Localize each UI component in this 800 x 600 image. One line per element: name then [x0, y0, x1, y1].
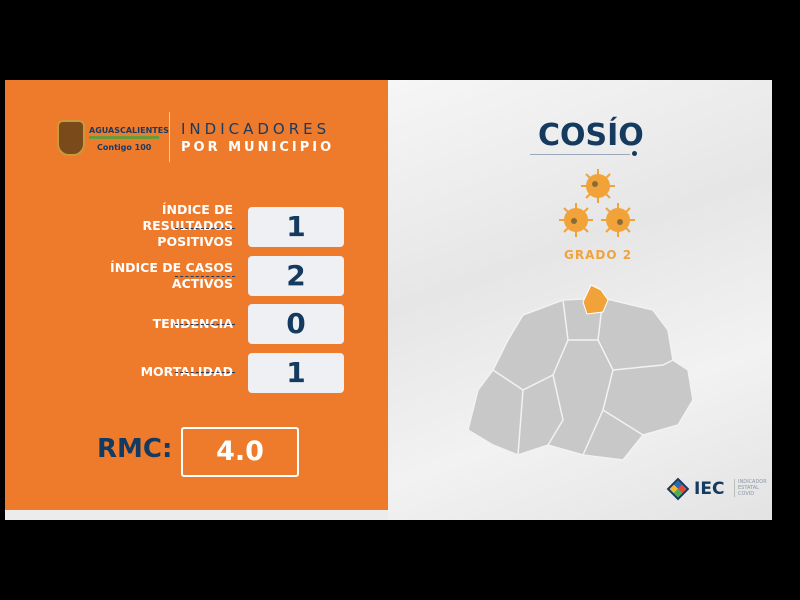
crest-icon: [57, 120, 85, 156]
logo-state: AGUASCALIENTES: [89, 126, 169, 135]
logo-tagline: Contigo 100: [97, 143, 152, 152]
divider: [169, 112, 170, 162]
indicator-value: 1: [248, 353, 344, 393]
state-map: [467, 284, 694, 461]
indicator-value: 1: [248, 207, 344, 247]
iec-subtitle: INDICADOR ESTATAL COVID: [734, 479, 770, 497]
rmc-value: 4.0: [181, 427, 299, 477]
aguascalientes-logo: AGUASCALIENTES Contigo 100: [57, 118, 169, 162]
header-title: INDICADORES: [181, 120, 331, 138]
indicator-label: MORTALIDAD: [140, 364, 233, 379]
slide: AGUASCALIENTES Contigo 100 INDICADORES P…: [5, 80, 772, 520]
iec-diamond-icon: [666, 477, 690, 501]
indicator-value: 0: [248, 304, 344, 344]
indicator-label: ÍNDICE DE RESULTADOS POSITIVOS: [142, 202, 233, 249]
iec-name: IEC: [694, 479, 725, 499]
indicator-label: ÍNDICE DE CASOS ACTIVOS: [110, 260, 233, 291]
virus-icon: [581, 169, 615, 203]
indicator-label: TENDENCIA: [152, 316, 233, 331]
grade-label: GRADO 2: [564, 248, 633, 262]
map-region-state: [467, 297, 694, 461]
map-region-cosio: [582, 284, 609, 315]
virus-icons: [559, 169, 635, 237]
rmc-label: RMC:: [97, 434, 173, 464]
header-subtitle: POR MUNICIPIO: [181, 140, 335, 155]
indicator-value: 2: [248, 256, 344, 296]
iec-logo: IEC INDICADOR ESTATAL COVID: [666, 475, 772, 505]
indicator-panel: AGUASCALIENTES Contigo 100 INDICADORES P…: [5, 80, 388, 510]
municipality-panel: COSÍO GRADO 2 IEC INDICADOR ESTATAL COVI…: [388, 80, 772, 520]
municipality-name: COSÍO: [538, 118, 644, 153]
